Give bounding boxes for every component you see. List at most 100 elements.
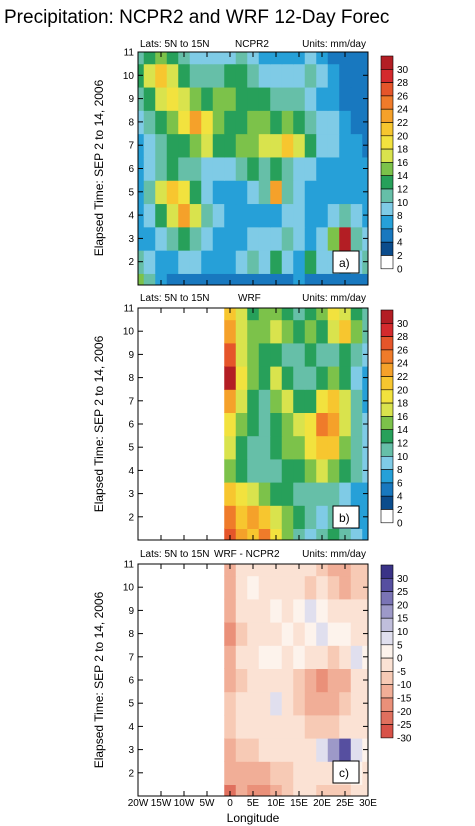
heatmap-cell [327,458,340,483]
heatmap-cell [212,63,225,88]
heatmap-cell [258,714,271,739]
heatmap-cell [339,482,352,506]
heatmap-cell [155,273,168,285]
heatmap-cell [224,110,237,135]
heatmap-cell [339,342,352,367]
heatmap-cell [293,342,306,367]
heatmap-cell [316,668,329,693]
heatmap-cell [327,412,340,437]
colorbar-swatch [380,215,394,230]
heatmap-cell [270,482,283,506]
heatmap-cell [143,250,156,274]
heatmap-cell [235,389,248,413]
colorbar-label: 28 [397,332,409,343]
colorbar-label: 8 [397,465,403,476]
heatmap-cell [224,86,237,111]
heatmap-cell [339,714,352,739]
heatmap-cell [270,505,283,529]
heatmap-cell [327,110,340,135]
heatmap-cells-b [224,308,368,540]
heatmap-cell [281,714,294,739]
colorbar-label: 24 [397,359,409,370]
heatmap-cell [224,645,237,669]
heatmap-cell [235,761,248,785]
colorbar-label: -30 [397,733,412,744]
heatmap-cell [224,691,237,716]
heatmap-cell [293,52,306,65]
heatmap-cell [166,133,179,158]
heatmap-cell [350,598,363,623]
dataset-label-b: WRF [238,293,261,304]
x-tick-label: 5W [200,798,216,809]
heatmap-cell [155,110,168,135]
heatmap-cell [166,226,179,251]
colorbar-label: 30 [397,65,409,76]
heatmap-cell [178,250,191,274]
heatmap-cell [224,505,237,529]
y-tick-label: 11 [124,560,135,571]
heatmap-cell [327,435,340,460]
heatmap-cell [212,110,225,135]
heatmap-cell [201,226,214,251]
y-tick-label: 2 [128,768,134,779]
colorbar-swatch [380,697,394,712]
heatmap-cell [270,458,283,483]
heatmap-cell [224,366,237,390]
colorbar-label: 24 [397,105,409,116]
heatmap-cell [350,645,363,669]
heatmap-cell [178,63,191,88]
heatmap-cell [304,598,317,623]
heatmap-cell [316,412,329,437]
heatmap-cell [281,564,294,577]
heatmap-cell [293,133,306,158]
heatmap-cell [350,482,363,506]
heatmap-cell [304,622,317,646]
colorbar-swatch [380,671,394,686]
heatmap-cell [293,110,306,135]
heatmap-cell [350,273,363,285]
heatmap-cell [247,691,260,716]
heatmap-cell [166,180,179,205]
colorbar-swatch [380,604,394,619]
panel-tag-box-a [332,250,360,274]
colorbar-swatch [380,644,394,659]
colorbar-swatch [380,402,394,417]
colorbar-swatch [380,241,394,256]
heatmap-cell [270,668,283,693]
heatmap-cell [339,784,352,796]
heatmap-cell [143,133,156,158]
heatmap-cell [258,156,271,181]
colorbar-swatch [380,442,394,457]
heatmap-cell [178,180,191,205]
heatmap-cell [362,52,368,65]
heatmap-cell [293,308,306,321]
heatmap-cell [247,366,260,390]
heatmap-cell [327,226,340,251]
heatmap-cell [304,389,317,413]
heatmap-cell [339,691,352,716]
panel-tag-a: a) [339,256,350,270]
heatmap-cell [235,575,248,600]
colorbar-swatch [380,591,394,606]
heatmap-cell [224,226,237,251]
heatmap-cell [293,714,306,739]
heatmap-cell [247,86,260,111]
heatmap-cell [316,273,329,285]
x-tick-label: 10E [267,798,285,809]
colorbar-label: 8 [397,211,403,222]
heatmap-cell [247,110,260,135]
heatmap-cell [224,761,237,785]
heatmap-cell [339,180,352,205]
heatmap-cell [304,691,317,716]
y-tick-label: 4 [128,722,134,733]
colorbar-label: -5 [397,667,406,678]
colorbar-swatch [380,162,394,176]
heatmap-cell [258,273,271,285]
heatmap-cell [293,784,306,796]
heatmap-cell [293,273,306,285]
colorbar-label: 0 [397,518,403,529]
heatmap-cell [270,319,283,344]
heatmap-cell [350,691,363,716]
heatmap-cell [304,482,317,506]
heatmap-cell [350,133,363,158]
